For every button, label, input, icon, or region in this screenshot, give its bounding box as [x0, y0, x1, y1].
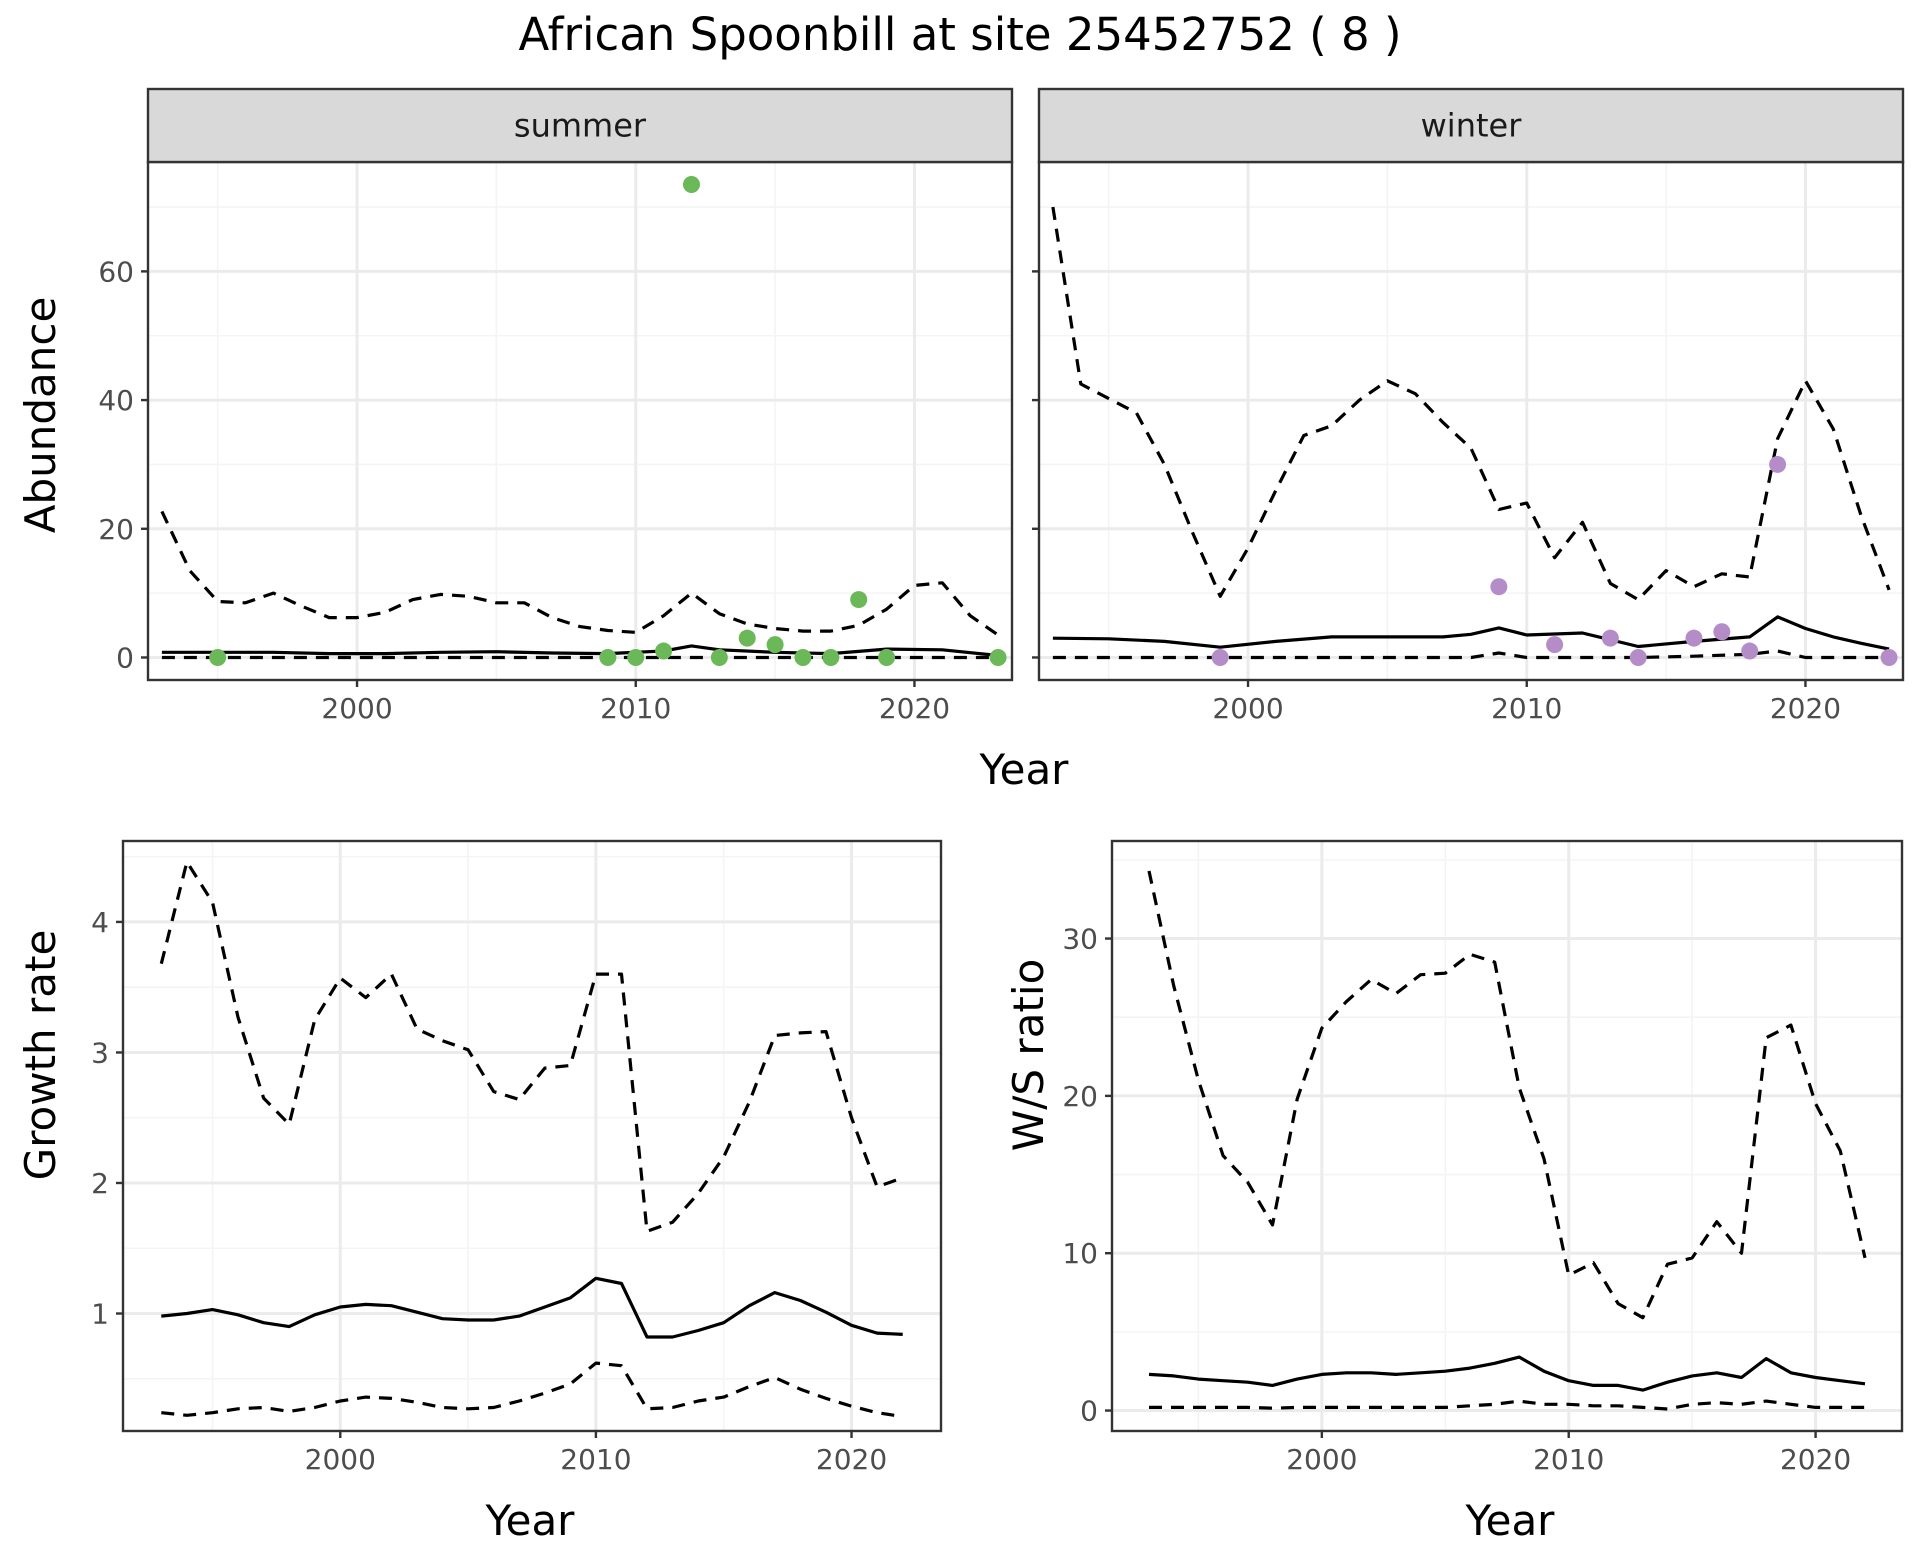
- data-point: [1490, 578, 1508, 596]
- data-point: [655, 642, 673, 660]
- facet-strip: [146, 87, 1014, 164]
- winter-panel: winter 2000 2010 2020: [1032, 87, 1905, 725]
- growth-x-axis-title: Year: [485, 1496, 576, 1545]
- ws-y-axis-title: W/S ratio: [1004, 959, 1053, 1152]
- data-point: [850, 591, 868, 609]
- data-point: [1769, 455, 1787, 473]
- data-point: [1601, 629, 1619, 647]
- data-point: [1211, 648, 1229, 666]
- data-point: [599, 648, 617, 666]
- facet-strip-label: winter: [1421, 107, 1523, 145]
- summer-panel: summer 2000 2010 2020 0 20 40 60: [98, 87, 1014, 725]
- x-tick-label: 2010: [560, 1443, 631, 1476]
- panel-background: [1112, 841, 1902, 1431]
- series-line-lower: [1052, 649, 1890, 660]
- data-point: [878, 648, 896, 666]
- data-point: [738, 629, 756, 647]
- panel-border: [121, 839, 943, 1433]
- data-point: [682, 176, 700, 194]
- panel-background: [1039, 162, 1903, 680]
- y-tick-label: 3: [91, 1036, 109, 1069]
- y-tick-label: 0: [116, 641, 134, 674]
- y-tick-label: 20: [98, 513, 134, 546]
- data-point: [209, 648, 227, 666]
- growth-rate-panel: 2000 2010 2020 1 2 3 4: [91, 839, 943, 1476]
- data-point: [1629, 648, 1647, 666]
- y-tick-label: 10: [1062, 1237, 1098, 1270]
- x-tick-label: 2000: [321, 692, 392, 725]
- y-tick-label: 1: [91, 1298, 109, 1331]
- x-tick-label: 2000: [1286, 1443, 1357, 1476]
- ws-x-axis-title: Year: [1465, 1496, 1556, 1545]
- x-tick-label: 2010: [1533, 1443, 1604, 1476]
- chart-title: African Spoonbill at site 25452752 ( 8 ): [518, 8, 1401, 61]
- x-tick-label: 2010: [600, 692, 671, 725]
- data-point: [794, 648, 812, 666]
- data-point: [1741, 642, 1759, 660]
- series-line-mean: [1148, 1355, 1866, 1392]
- y-tick-label: 2: [91, 1167, 109, 1200]
- ws-ratio-panel: 2000 2010 2020 0 10 20 30: [1062, 839, 1904, 1476]
- data-point: [1713, 623, 1731, 641]
- series-line-lower: [1149, 1399, 1865, 1411]
- data-point: [1546, 636, 1564, 654]
- panel-border: [1110, 839, 1904, 1433]
- series-line-lower: [161, 1361, 903, 1419]
- series-line-upper: [160, 510, 1000, 637]
- data-point: [822, 648, 840, 666]
- abundance-y-axis-title: Abundance: [16, 297, 65, 534]
- x-tick-label: 2020: [816, 1443, 887, 1476]
- y-tick-label: 60: [98, 255, 134, 288]
- series-line-upper: [1147, 870, 1867, 1320]
- panel-background: [148, 162, 1012, 680]
- facet-strip-label: summer: [514, 107, 647, 145]
- y-tick-label: 4: [91, 906, 109, 939]
- y-tick-label: 0: [1080, 1395, 1098, 1428]
- series-line-mean: [1052, 615, 1890, 651]
- x-tick-label: 2010: [1491, 692, 1562, 725]
- y-tick-label: 40: [98, 384, 134, 417]
- y-tick-label: 20: [1062, 1080, 1098, 1113]
- x-tick-label: 2020: [1780, 1443, 1851, 1476]
- panel-background: [123, 841, 941, 1431]
- x-tick-label: 2000: [1212, 692, 1283, 725]
- x-tick-label: 2000: [305, 1443, 376, 1476]
- x-tick-label: 2020: [1770, 692, 1841, 725]
- series-line-mean: [161, 1276, 903, 1339]
- series-line-upper: [159, 860, 904, 1233]
- data-point: [710, 648, 728, 666]
- data-point: [1685, 629, 1703, 647]
- top-x-axis-title: Year: [979, 745, 1070, 794]
- data-point: [766, 636, 784, 654]
- x-tick-label: 2020: [879, 692, 950, 725]
- data-point: [1880, 648, 1898, 666]
- data-point: [627, 648, 645, 666]
- series-line-upper: [1051, 206, 1891, 602]
- data-point: [989, 648, 1007, 666]
- y-tick-label: 30: [1062, 923, 1098, 956]
- growth-y-axis-title: Growth rate: [16, 930, 65, 1181]
- facet-strip: [1037, 87, 1905, 164]
